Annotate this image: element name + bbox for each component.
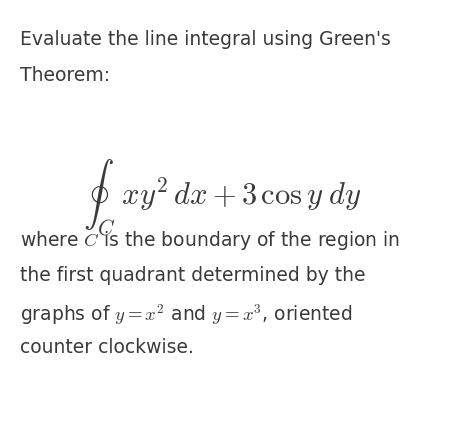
Text: counter clockwise.: counter clockwise. — [20, 338, 194, 357]
Text: graphs of $y = x^2$ and $y = x^3$, oriented: graphs of $y = x^2$ and $y = x^3$, orien… — [20, 302, 353, 327]
Text: where $C$ is the boundary of the region in: where $C$ is the boundary of the region … — [20, 230, 400, 252]
Text: Evaluate the line integral using Green's: Evaluate the line integral using Green's — [20, 30, 391, 49]
Text: the first quadrant determined by the: the first quadrant determined by the — [20, 266, 365, 285]
Text: $\oint_C\ xy^2\,dx + 3\,\cos y\; dy$: $\oint_C\ xy^2\,dx + 3\,\cos y\; dy$ — [83, 157, 362, 238]
Text: Theorem:: Theorem: — [20, 66, 110, 85]
